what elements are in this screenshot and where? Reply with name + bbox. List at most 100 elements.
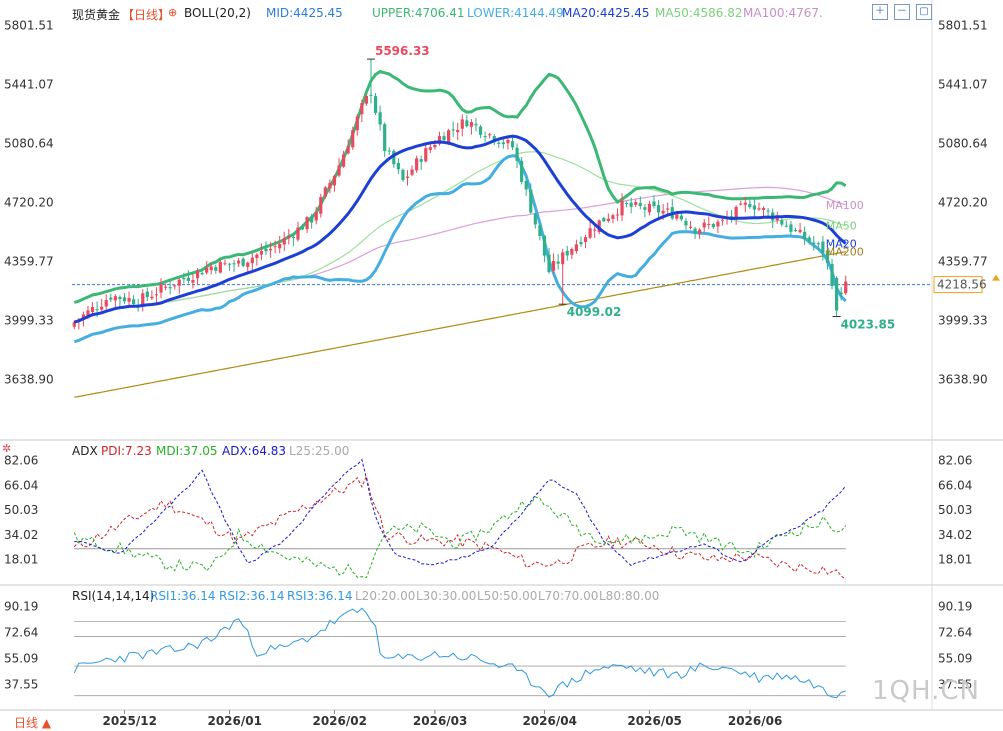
candle-body [182, 277, 186, 280]
y-tick-right: 5080.64 [938, 136, 988, 150]
zoom-in-icon[interactable]: ＋ [872, 4, 888, 20]
l80-label: L80:80.00 [599, 589, 660, 603]
current-price-value: 4218.56 [937, 278, 987, 292]
indicator-settings-icon[interactable]: ✲ [2, 442, 12, 455]
candle-body [752, 205, 757, 210]
candle-body [656, 205, 661, 213]
candle-body [415, 158, 419, 171]
candle-body [533, 213, 537, 225]
candle-body [574, 244, 578, 252]
candle-body [227, 263, 232, 265]
adx-y-tick-left: 66.04 [4, 478, 38, 492]
indicator-name: BOLL(20,2) [184, 6, 251, 20]
l70-label: L70:70.00 [538, 589, 599, 603]
candle-body [620, 200, 624, 216]
candle-body [419, 159, 423, 162]
y-tick-right: 3638.90 [938, 372, 988, 386]
candle-body [205, 267, 209, 273]
candle-body [369, 94, 373, 96]
candle-body [237, 260, 241, 264]
candle-body [287, 236, 291, 239]
candle-body [784, 225, 788, 227]
candle-body [346, 146, 350, 154]
candle-body [501, 142, 505, 145]
candle-body [734, 206, 738, 220]
candle-body [401, 169, 405, 180]
candle-body [323, 187, 327, 197]
candle-body [163, 286, 168, 288]
candle-body [556, 261, 560, 264]
candle-body [506, 139, 510, 144]
candle-body [542, 235, 547, 256]
candle-body [615, 214, 620, 216]
rsi-y-tick-left: 72.64 [4, 626, 38, 640]
candle-body [186, 277, 190, 281]
candle-body [310, 216, 314, 223]
upper-label: UPPER:4706.41 [372, 6, 465, 20]
candle-body [90, 306, 95, 313]
candle-body [830, 264, 834, 287]
adx-name: ADX [72, 444, 98, 458]
rsi-y-tick-right: 90.19 [938, 600, 972, 614]
candle-body [497, 142, 501, 144]
x-tick-label: 2026/04 [522, 714, 576, 728]
l20-label: L20:20.00 [355, 589, 416, 603]
zoom-out-icon[interactable]: － [894, 4, 910, 20]
fullscreen-icon[interactable]: ▢ [916, 4, 932, 20]
candle-body [100, 306, 104, 310]
candle-body [405, 176, 410, 178]
candle-body [538, 225, 542, 236]
rsi-y-tick-left: 37.55 [4, 678, 38, 692]
candle-body [314, 212, 318, 221]
candle-body [698, 229, 702, 234]
candle-body [524, 180, 528, 190]
candle-body [218, 261, 222, 273]
rsi-y-tick-right: 37.55 [938, 678, 972, 692]
candle-body [679, 215, 683, 220]
rsi-y-tick-right: 72.64 [938, 626, 972, 640]
mdi-label: MDI:37.05 [156, 444, 218, 458]
settings-icon[interactable]: ⊕ [168, 6, 178, 19]
candle-body [118, 296, 122, 300]
ma100-label: MA100:4767. [743, 6, 823, 20]
lower-band-line [73, 154, 847, 344]
candle-body [661, 210, 665, 214]
candle-body [825, 250, 830, 264]
candle-body [707, 223, 711, 225]
x-tick-label: 2025/12 [102, 714, 156, 728]
adx-line [74, 458, 847, 567]
series-end-label: MA100 [826, 199, 864, 212]
period-selector[interactable]: 日线 ▲ [14, 716, 52, 730]
adx-y-tick-right: 82.06 [938, 454, 972, 468]
candle-body [268, 248, 273, 251]
candle-body [141, 293, 145, 307]
mdi-line [73, 496, 847, 579]
current-price-tag [933, 276, 983, 294]
candle-body [465, 120, 469, 127]
rsi1-line [73, 607, 846, 699]
candle-body [223, 263, 227, 265]
candle-body [328, 183, 332, 189]
candle-body [300, 227, 305, 230]
candle-body [95, 309, 99, 311]
candle-body [821, 241, 825, 253]
x-tick-label: 2026/06 [728, 714, 782, 728]
candle-body [273, 246, 277, 248]
adx-y-tick-right: 66.04 [938, 478, 972, 492]
candle-body [583, 237, 588, 243]
candle-body [209, 266, 213, 271]
ma20-label: MA20:4425.45 [562, 6, 650, 20]
candle-body [702, 222, 706, 228]
rsi-name: RSI(14,14,14) [72, 589, 155, 603]
adx-y-tick-left: 34.02 [4, 528, 38, 542]
candle-body [351, 130, 355, 148]
candle-body [766, 210, 770, 212]
candle-body [561, 252, 565, 265]
candle-body [492, 136, 496, 142]
l25-label: L25:25.00 [289, 444, 350, 458]
candle-body [387, 150, 391, 152]
candle-body [565, 250, 569, 256]
rsi-y-tick-left: 55.09 [4, 652, 38, 666]
candle-body [154, 294, 159, 296]
